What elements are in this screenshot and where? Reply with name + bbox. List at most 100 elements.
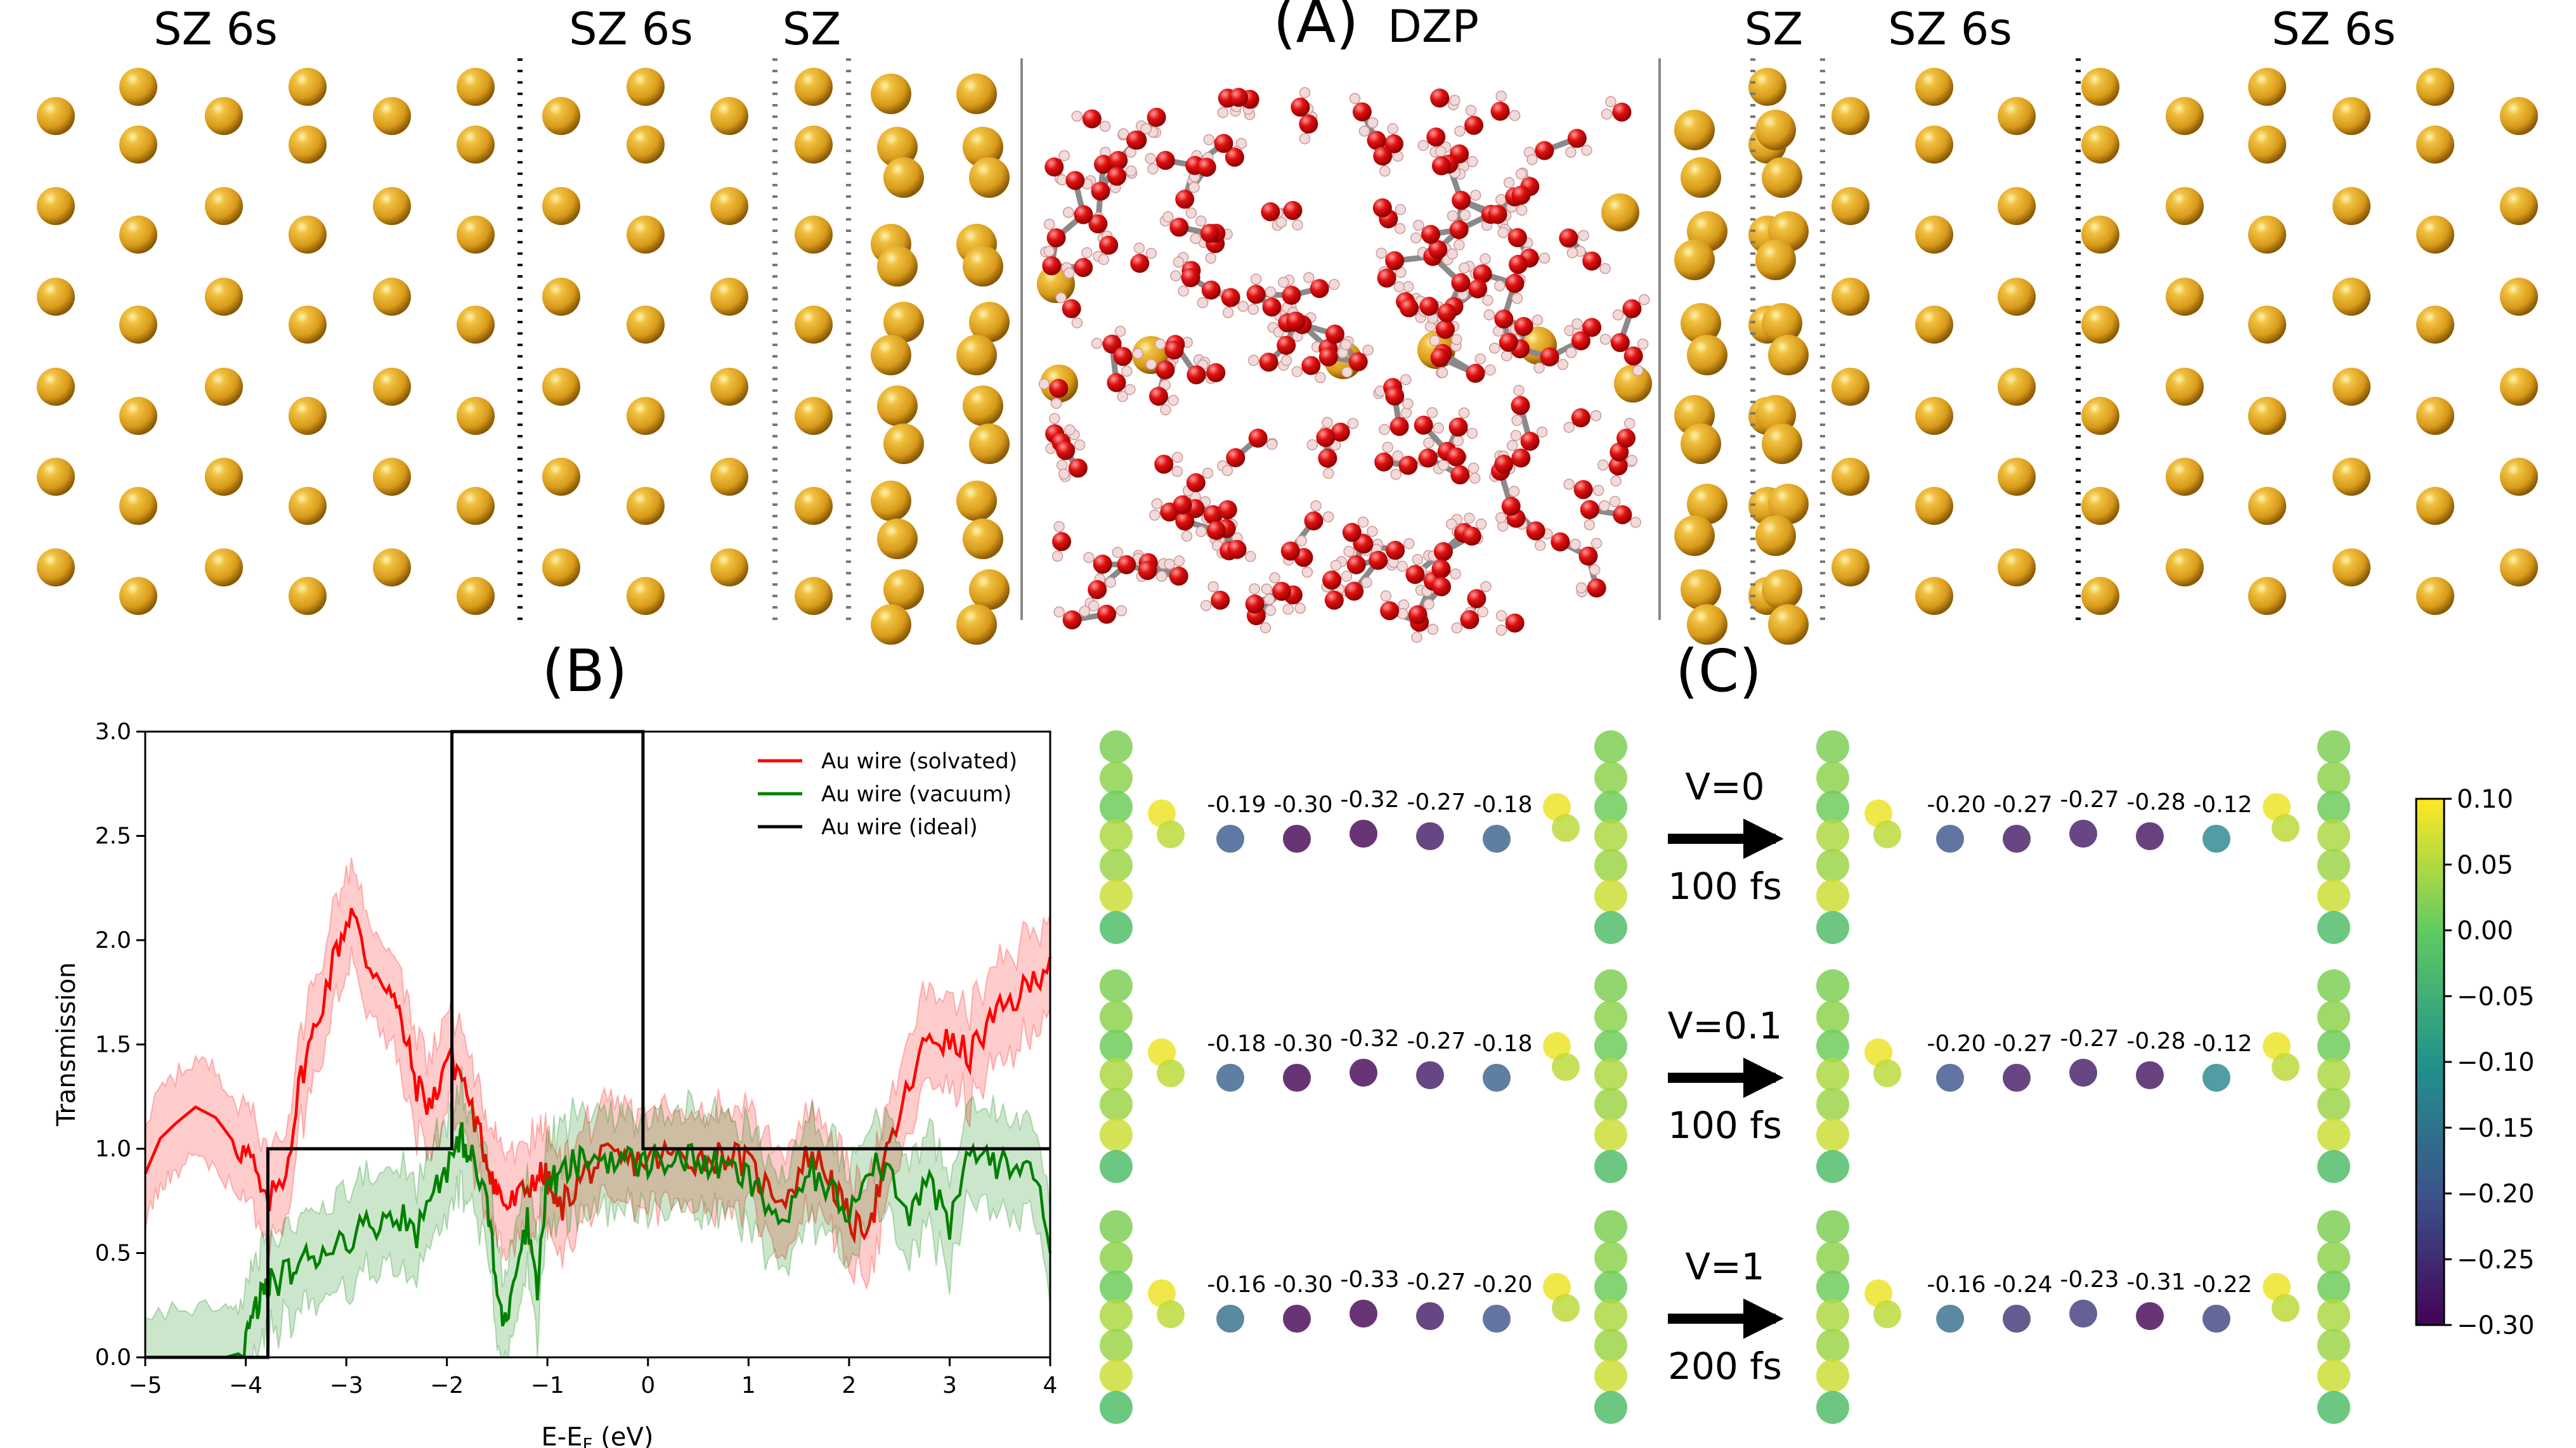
oxygen-atom <box>1282 285 1301 305</box>
colorbar-segment <box>2416 1252 2444 1260</box>
hydrogen-atom <box>1379 165 1391 177</box>
oxygen-atom <box>1262 297 1282 317</box>
oxygen-atom <box>1291 98 1310 117</box>
colorbar-tick-label: 0.05 <box>2457 851 2513 880</box>
electrode-atom <box>2317 1299 2350 1332</box>
electrode-atom <box>1594 1058 1627 1091</box>
au-atom <box>1674 110 1715 150</box>
colorbar-segment <box>2416 1082 2444 1089</box>
oxygen-atom <box>1094 155 1114 174</box>
oxygen-atom <box>1526 521 1545 541</box>
hydrogen-atom <box>1275 217 1287 228</box>
electrode-atom <box>1816 1058 1849 1091</box>
electrode-atom <box>1816 1329 1849 1362</box>
oxygen-atom <box>1201 280 1221 300</box>
hydrogen-atom <box>1195 526 1207 538</box>
hydrogen-atom <box>1470 190 1481 201</box>
colorbar-tick-label: −0.05 <box>2457 982 2535 1011</box>
au-atom <box>795 487 833 525</box>
colorbar-segment <box>2416 1127 2444 1135</box>
colorbar-segment <box>2416 1246 2444 1253</box>
colorbar-segment <box>2416 1088 2444 1096</box>
hydrogen-atom <box>1322 511 1334 522</box>
hydrogen-atom <box>1459 262 1470 274</box>
oxygen-atom <box>1509 255 1528 275</box>
colorbar-tick-label: −0.25 <box>2457 1245 2535 1274</box>
colorbar-segment <box>2416 1232 2444 1241</box>
hydrogen-atom <box>1480 253 1491 265</box>
electrode-atom <box>1100 1088 1133 1121</box>
charge-label: -0.18 <box>1473 792 1532 818</box>
colorbar-segment <box>2416 1049 2444 1056</box>
hydrogen-atom <box>1149 509 1161 521</box>
region-label-3: SZ <box>783 3 841 55</box>
hydrogen-atom <box>1451 622 1462 634</box>
hydrogen-atom <box>1049 413 1060 425</box>
wire-atom <box>1936 1064 1964 1092</box>
oxygen-atom <box>1102 334 1122 354</box>
contact-atom <box>1873 820 1901 848</box>
au-atom <box>457 577 495 615</box>
electrode-atom <box>2317 761 2350 794</box>
hydrogen-atom <box>1205 252 1216 264</box>
au-atom <box>289 126 327 164</box>
chart-legend: Au wire (solvated) Au wire (vacuum) Au wir… <box>758 749 1017 840</box>
colorbar-segment <box>2416 1121 2444 1128</box>
charge-label: -0.16 <box>1927 1272 1986 1298</box>
au-atom <box>2081 577 2119 615</box>
oxygen-atom <box>1578 546 1598 566</box>
hydrogen-atom <box>1563 422 1575 433</box>
hydrogen-atom <box>1058 468 1070 480</box>
hydrogen-atom <box>1299 133 1311 145</box>
electrode-atom <box>1816 730 1849 763</box>
oxygen-atom <box>1062 299 1081 318</box>
oxygen-atom <box>1467 589 1486 609</box>
electrode-atom <box>1100 1270 1133 1303</box>
oxygen-atom <box>1398 455 1418 475</box>
au-atom <box>710 278 748 316</box>
au-atom <box>1762 569 1802 610</box>
hydrogen-atom <box>1330 560 1342 571</box>
panel-a-label: (A) <box>1273 0 1359 56</box>
oxygen-atom <box>1451 273 1471 292</box>
hydrogen-atom <box>1533 362 1545 374</box>
hydrogen-atom <box>1605 96 1617 108</box>
charge-label: -0.19 <box>1207 792 1266 818</box>
charge-label: -0.32 <box>1340 1026 1399 1052</box>
hydrogen-atom <box>1395 204 1407 216</box>
hydrogen-atom <box>1495 610 1507 622</box>
time-label: 100 fs <box>1668 1104 1782 1147</box>
hydrogen-atom <box>1495 624 1507 636</box>
hydrogen-atom <box>1207 581 1219 593</box>
colorbar-segment <box>2416 976 2444 984</box>
hydrogen-atom <box>1445 519 1457 530</box>
au-atom <box>2416 68 2454 106</box>
oxygen-atom <box>1421 224 1441 244</box>
hydrogen-atom <box>1380 590 1392 602</box>
oxygen-atom <box>1248 429 1268 448</box>
au-atom <box>1755 110 1796 150</box>
colorbar-segment <box>2416 1292 2444 1300</box>
hydrogen-atom <box>1482 294 1493 306</box>
colorbar-segment <box>2416 1094 2444 1102</box>
au-atom <box>710 548 748 586</box>
electrode-atom <box>2317 1030 2350 1063</box>
colorbar-segment <box>2416 1068 2444 1076</box>
oxygen-atom <box>1507 228 1527 247</box>
colorbar-segment <box>2416 1022 2444 1030</box>
au-atom <box>2332 458 2371 496</box>
colorbar-segment <box>2416 1042 2444 1050</box>
ideal-series-line <box>145 730 1050 1359</box>
electrode-atom <box>1594 791 1627 824</box>
colorbar-segment <box>2416 1187 2444 1194</box>
oxygen-atom <box>1511 396 1530 415</box>
au-atom <box>2500 368 2538 406</box>
contact-atom <box>1157 820 1185 848</box>
oxygen-atom <box>1074 257 1093 277</box>
electrode-atom <box>1816 791 1849 824</box>
hydrogen-atom <box>1413 219 1424 231</box>
y-tick-label: 0.5 <box>95 1241 131 1267</box>
hydrogen-atom <box>1497 227 1509 238</box>
wire-atom <box>1483 1064 1511 1092</box>
colorbar-segment <box>2416 1173 2444 1181</box>
